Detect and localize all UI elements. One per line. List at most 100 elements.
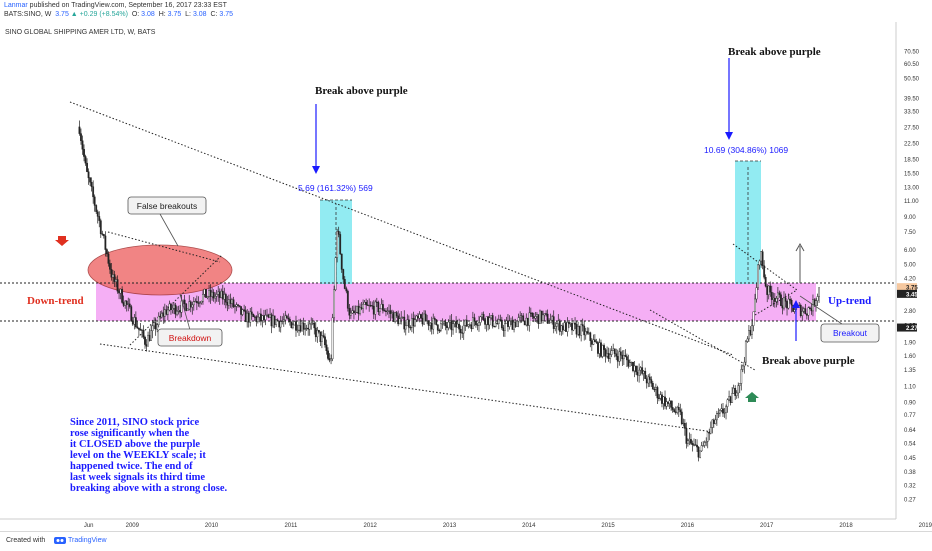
candle-body <box>639 367 642 371</box>
candle-body <box>311 322 314 324</box>
candle-body <box>781 305 784 309</box>
candle-body <box>612 348 615 351</box>
candle-body <box>641 367 644 374</box>
candle-body <box>711 419 714 428</box>
candle-body <box>188 301 191 310</box>
candle-body <box>394 312 397 322</box>
candle-body <box>709 427 712 434</box>
candle-body <box>619 351 622 356</box>
candle-body <box>735 392 738 396</box>
candle-body <box>182 299 185 302</box>
time-tick-label: 2014 <box>522 523 536 529</box>
candle-body <box>150 330 153 341</box>
candle-body <box>804 308 807 314</box>
candle-body <box>398 318 401 325</box>
price-tick-label: 1.35 <box>904 368 916 374</box>
candle-body <box>467 324 470 327</box>
candle-body <box>134 317 137 328</box>
candle-body <box>661 394 663 404</box>
candle-body <box>773 297 776 302</box>
candle-body <box>78 126 81 134</box>
price-tag <box>897 323 917 332</box>
candle-body <box>105 249 108 255</box>
candle-body <box>500 319 503 328</box>
candle-body <box>754 298 756 313</box>
candle-body <box>101 233 104 235</box>
candle-body <box>383 310 386 312</box>
candle-body <box>485 316 488 325</box>
tradingview-brand[interactable]: TradingView <box>68 537 107 544</box>
candle-body <box>802 308 805 312</box>
candle-body <box>651 383 654 390</box>
author-link[interactable]: Lanmar <box>4 2 28 9</box>
candle-body <box>348 308 351 316</box>
price-chart[interactable]: 70.50 60.50 50.50 39.50 33.50 27.50 22.50 18.50… <box>0 0 932 531</box>
candle-body <box>499 319 502 321</box>
close-value: 3.75 <box>219 11 234 18</box>
candle-body <box>346 290 349 309</box>
candle-body <box>638 369 641 376</box>
candle-body <box>133 317 136 325</box>
analysis-note-line: rose significantly when the <box>70 428 189 439</box>
candle-body <box>436 324 439 331</box>
candle-body <box>447 321 450 328</box>
breakdown-callout[interactable] <box>157 328 223 347</box>
candle-body <box>343 279 346 289</box>
candle-body <box>154 322 157 330</box>
candle-body <box>784 297 787 302</box>
candle-body <box>484 319 486 325</box>
candle-body <box>522 315 525 322</box>
time-axis[interactable]: Jun 2009 2010 2011 2012 2013 2014 2015 2016 2017 2… <box>0 518 932 529</box>
candle-body <box>801 311 804 317</box>
candle-body <box>168 303 171 311</box>
candle-body <box>789 298 791 301</box>
candle-body <box>194 301 197 303</box>
candle-body <box>809 307 811 309</box>
candle-body <box>223 294 226 300</box>
candle-body <box>654 387 657 390</box>
candle-body <box>122 302 125 306</box>
publish-info: published on TradingView.com, September … <box>27 2 227 9</box>
projection-arrow <box>795 242 805 283</box>
analysis-note-line: breaking above with a strong close. <box>70 483 227 494</box>
candle-body <box>598 342 601 354</box>
candle-body <box>633 365 636 372</box>
breakdown-pointer <box>179 293 191 331</box>
candle-body <box>815 300 817 306</box>
candle-body <box>508 320 511 327</box>
breakout-callout[interactable] <box>820 323 880 343</box>
candle-body <box>665 401 668 407</box>
candle-body <box>235 304 238 307</box>
candle-body <box>523 321 526 326</box>
price-tick-label: 0.32 <box>904 484 916 490</box>
candle-body <box>418 314 421 319</box>
price-tick-label: 1.10 <box>904 384 916 390</box>
candle-body <box>231 299 233 304</box>
price-axis[interactable]: 70.50 60.50 50.50 39.50 33.50 27.50 22.50 18.50… <box>895 22 920 519</box>
candle-body <box>174 304 177 315</box>
candle-body <box>461 332 464 334</box>
candle-body <box>110 269 113 278</box>
candle-body <box>333 289 336 319</box>
candle-body <box>670 400 673 408</box>
time-tick-label: 2017 <box>760 523 774 529</box>
candle-body <box>738 383 741 386</box>
candle-body <box>372 305 375 315</box>
candle-body <box>770 292 773 300</box>
candle-body <box>250 311 253 315</box>
price-tick-label: 7.50 <box>904 230 916 236</box>
candle-body <box>693 444 695 446</box>
candle-body <box>435 319 438 325</box>
candle-body <box>87 171 90 179</box>
candle-body <box>624 355 627 357</box>
candle-body <box>212 291 215 299</box>
candle-body <box>600 342 602 357</box>
candle-body <box>240 306 242 315</box>
candle-body <box>414 319 416 327</box>
candle-body <box>580 324 583 336</box>
candle-body <box>616 356 619 362</box>
false-breakouts-callout[interactable] <box>127 196 207 215</box>
candle-body <box>298 325 300 331</box>
candle-body <box>667 401 669 404</box>
candle-body <box>412 318 415 327</box>
